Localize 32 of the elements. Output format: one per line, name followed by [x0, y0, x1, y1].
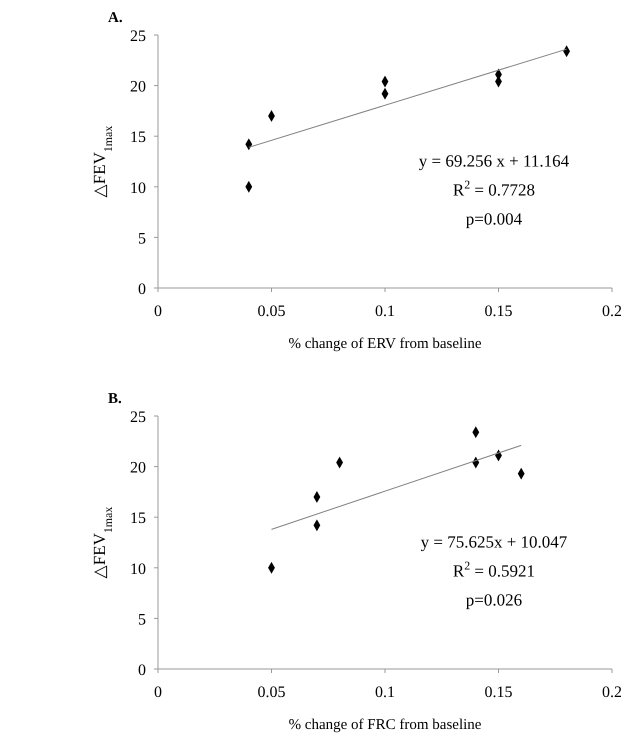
- y-tick-label: 5: [138, 611, 146, 628]
- y-tick-label: 10: [130, 180, 146, 197]
- x-tick-label: 0.2: [602, 684, 621, 701]
- y-tick-label: 0: [138, 662, 146, 679]
- y-tick-label: 25: [130, 28, 146, 45]
- x-tick-label: 0.15: [484, 303, 512, 320]
- y-tick-label: 5: [138, 230, 146, 248]
- x-tick-label: 0.05: [258, 684, 286, 701]
- annotation: y = 75.625x + 10.047: [420, 532, 568, 552]
- x-tick-label: 0.1: [375, 684, 395, 701]
- y-tick-label: 15: [130, 510, 146, 528]
- x-axis-title: % change of FRC from baseline: [288, 717, 482, 733]
- y-tick-label: 20: [130, 78, 146, 96]
- annotation: y = 69.256 x + 11.164: [418, 152, 570, 171]
- y-tick-label: 10: [130, 560, 146, 578]
- x-tick-label: 0.1: [375, 303, 395, 320]
- y-tick-label: 15: [130, 129, 146, 146]
- y-tick-label: 20: [130, 460, 146, 477]
- annotation: p=0.026: [466, 590, 522, 610]
- x-tick-label: 0.2: [602, 303, 621, 320]
- chart-title: B.: [108, 391, 122, 407]
- chart-title: A.: [108, 10, 123, 26]
- y-tick-label: 25: [130, 409, 146, 426]
- annotation: R$^{2}$ = 0.5921: [452, 558, 536, 581]
- y-tick-label: 0: [138, 281, 146, 298]
- x-tick-label: 0.05: [258, 303, 286, 320]
- annotation: R$^{2}$ = 0.7728: [452, 178, 536, 200]
- annotation: p=0.004: [466, 210, 523, 229]
- x-axis-title: % change of ERV from baseline: [288, 336, 482, 352]
- x-tick-label: 0.15: [484, 684, 512, 701]
- x-tick-label: 0: [154, 684, 162, 701]
- x-tick-label: 0: [154, 303, 162, 320]
